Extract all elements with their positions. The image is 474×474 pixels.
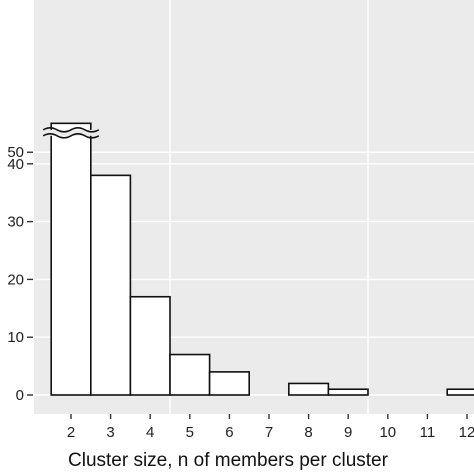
bar-8 bbox=[287, 382, 330, 396]
bar-5 bbox=[169, 353, 211, 396]
x-tick-label: 6 bbox=[225, 424, 233, 441]
y-tick-label: 20 bbox=[7, 271, 24, 288]
x-tick-label: 5 bbox=[186, 424, 194, 441]
x-tick-label: 3 bbox=[106, 424, 114, 441]
bars bbox=[50, 122, 474, 396]
x-tick-label: 9 bbox=[344, 424, 352, 441]
y-tick-label: 0 bbox=[16, 387, 24, 404]
bar-12 bbox=[446, 388, 474, 396]
x-axis-title: Cluster size, n of members per cluster bbox=[68, 450, 389, 471]
break-wave bbox=[42, 127, 100, 133]
x-tick-label: 2 bbox=[67, 424, 75, 441]
bar-4 bbox=[129, 295, 171, 396]
x-tick-label: 4 bbox=[146, 424, 154, 441]
break-wave bbox=[42, 133, 100, 139]
y-tick-label: 10 bbox=[7, 329, 24, 346]
x-tick-label: 8 bbox=[304, 424, 312, 441]
bar-3 bbox=[90, 174, 132, 396]
x-axis: 2 3 4 5 6 7 8 9 10 11 12 bbox=[67, 414, 474, 441]
x-tick-label: 11 bbox=[420, 424, 436, 441]
bar-6 bbox=[208, 371, 251, 396]
y-tick-label: 50 bbox=[7, 144, 24, 161]
y-tick-label: 40 bbox=[7, 156, 24, 173]
y-tick-label: 30 bbox=[7, 214, 24, 231]
break-gap bbox=[43, 129, 99, 136]
x-tick-label: 7 bbox=[265, 424, 273, 441]
x-tick-label: 12 bbox=[459, 424, 474, 441]
x-tick-label: 10 bbox=[379, 424, 396, 441]
bar-9 bbox=[327, 388, 369, 396]
bar-2 bbox=[50, 122, 92, 396]
axis-break-marker bbox=[42, 127, 100, 139]
